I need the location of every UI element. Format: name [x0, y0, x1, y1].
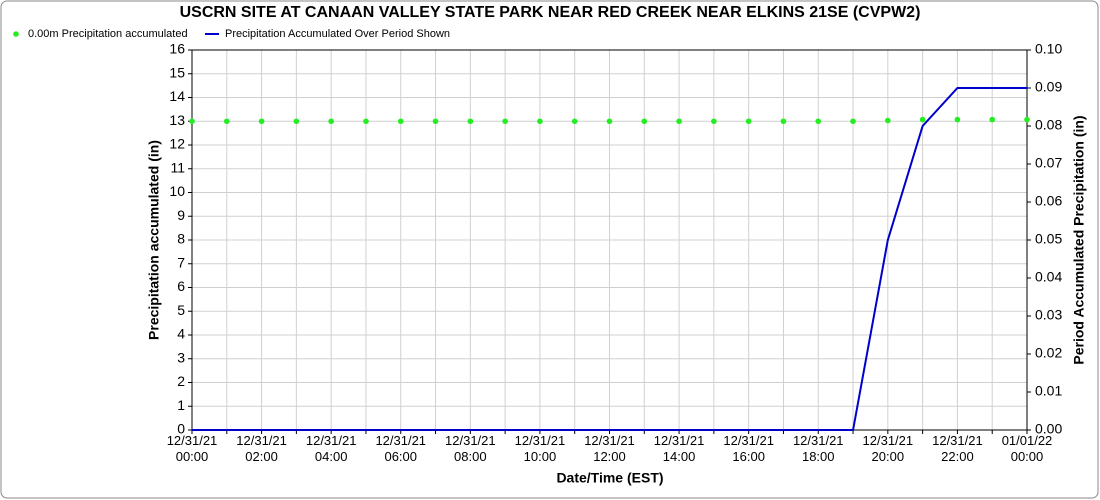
- legend-label: Precipitation Accumulated Over Period Sh…: [225, 28, 450, 40]
- x-tick-label: 12/31/21 06:00: [375, 433, 426, 464]
- data-point: [258, 118, 265, 125]
- legend-label: 0.00m Precipitation accumulated: [28, 28, 188, 40]
- y2-axis-label: Period Accumulated Precipitation (in): [1071, 115, 1087, 364]
- y-tick-label: 10: [169, 183, 185, 199]
- y2-tick-label: 0.02: [1035, 345, 1062, 361]
- data-point: [571, 118, 578, 125]
- data-point: [606, 118, 613, 125]
- y-tick-label: 12: [169, 136, 185, 152]
- data-point: [954, 116, 961, 123]
- x-tick-label: 12/31/21 16:00: [723, 433, 774, 464]
- y-tick-label: 5: [177, 302, 185, 318]
- data-point: [363, 118, 369, 125]
- y2-tick-label: 0.04: [1035, 269, 1062, 285]
- y-tick-label: 2: [177, 373, 185, 389]
- x-tick-label: 12/31/21 22:00: [932, 433, 983, 464]
- y-tick-label: 3: [177, 349, 185, 365]
- data-point: [780, 118, 787, 125]
- y2-tick-label: 0.09: [1035, 79, 1062, 95]
- data-point: [885, 117, 891, 124]
- y2-tick-label: 0.06: [1035, 193, 1062, 209]
- x-tick-label: 12/31/21 04:00: [306, 433, 357, 464]
- x-tick-label: 12/31/21 08:00: [445, 433, 496, 464]
- y2-tick-label: 0.03: [1035, 307, 1062, 323]
- data-point: [432, 118, 439, 125]
- data-point: [641, 118, 648, 125]
- data-point: [502, 118, 508, 125]
- y2-tick-label: 0.08: [1035, 117, 1062, 133]
- data-point: [223, 118, 230, 125]
- data-point: [745, 118, 752, 125]
- y2-tick-label: 0.10: [1035, 41, 1062, 57]
- data-point: [676, 118, 682, 125]
- data-point: [467, 118, 474, 125]
- x-tick-label: 12/31/21 12:00: [584, 433, 635, 464]
- y-axis-label: Precipitation accumulated (in): [146, 140, 162, 340]
- data-point: [850, 118, 856, 125]
- y-tick-label: 1: [177, 397, 185, 413]
- data-point: [328, 118, 334, 125]
- y-tick-label: 15: [169, 64, 185, 80]
- x-tick-label: 12/31/21 14:00: [654, 433, 705, 464]
- x-tick-label: 12/31/21 20:00: [863, 433, 914, 464]
- x-tick-label: 12/31/21 00:00: [167, 433, 218, 464]
- legend-marker: [13, 31, 19, 37]
- data-point: [711, 118, 717, 125]
- y2-tick-label: 0.07: [1035, 155, 1062, 171]
- y2-tick-label: 0.01: [1035, 383, 1062, 399]
- y-tick-label: 6: [177, 278, 185, 294]
- data-point: [815, 118, 822, 125]
- x-tick-label: 12/31/21 02:00: [236, 433, 287, 464]
- data-point: [293, 118, 300, 125]
- y-tick-label: 11: [170, 159, 185, 175]
- data-point: [919, 116, 926, 123]
- x-tick-label: 12/31/21 18:00: [793, 433, 844, 464]
- y-tick-label: 7: [177, 254, 185, 270]
- y-tick-label: 16: [169, 41, 185, 57]
- chart-title: USCRN SITE AT CANAAN VALLEY STATE PARK N…: [180, 4, 921, 21]
- y-tick-label: 0: [177, 421, 185, 437]
- y-tick-label: 9: [177, 207, 185, 223]
- data-line: [192, 87, 1027, 431]
- y-tick-label: 4: [177, 326, 185, 342]
- x-axis-label: Date/Time (EST): [556, 470, 663, 486]
- y2-tick-label: 0.05: [1035, 231, 1062, 247]
- data-point: [1024, 116, 1030, 123]
- y-tick-label: 14: [169, 88, 185, 104]
- x-tick-label: 12/31/21 10:00: [515, 433, 566, 464]
- y-tick-label: 8: [177, 231, 185, 247]
- data-point: [189, 118, 195, 125]
- y-tick-label: 13: [169, 112, 185, 128]
- y2-tick-label: 0.00: [1035, 421, 1062, 437]
- data-point: [989, 116, 996, 123]
- data-point: [537, 118, 543, 125]
- data-point: [397, 118, 404, 125]
- x-tick-label: 01/01/22 00:00: [1002, 433, 1053, 464]
